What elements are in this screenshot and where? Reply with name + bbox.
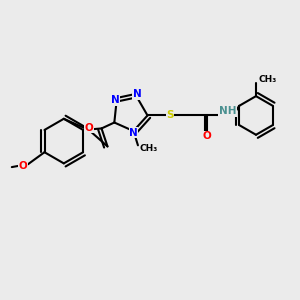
Text: CH₃: CH₃ [140, 144, 158, 153]
Text: N: N [111, 95, 119, 105]
Text: NH: NH [219, 106, 236, 116]
Text: S: S [166, 110, 174, 121]
Text: O: O [202, 131, 211, 141]
Text: CH₃: CH₃ [258, 75, 277, 84]
Text: N: N [129, 128, 138, 137]
Text: O: O [18, 161, 27, 172]
Text: N: N [133, 89, 141, 99]
Text: O: O [85, 123, 93, 133]
